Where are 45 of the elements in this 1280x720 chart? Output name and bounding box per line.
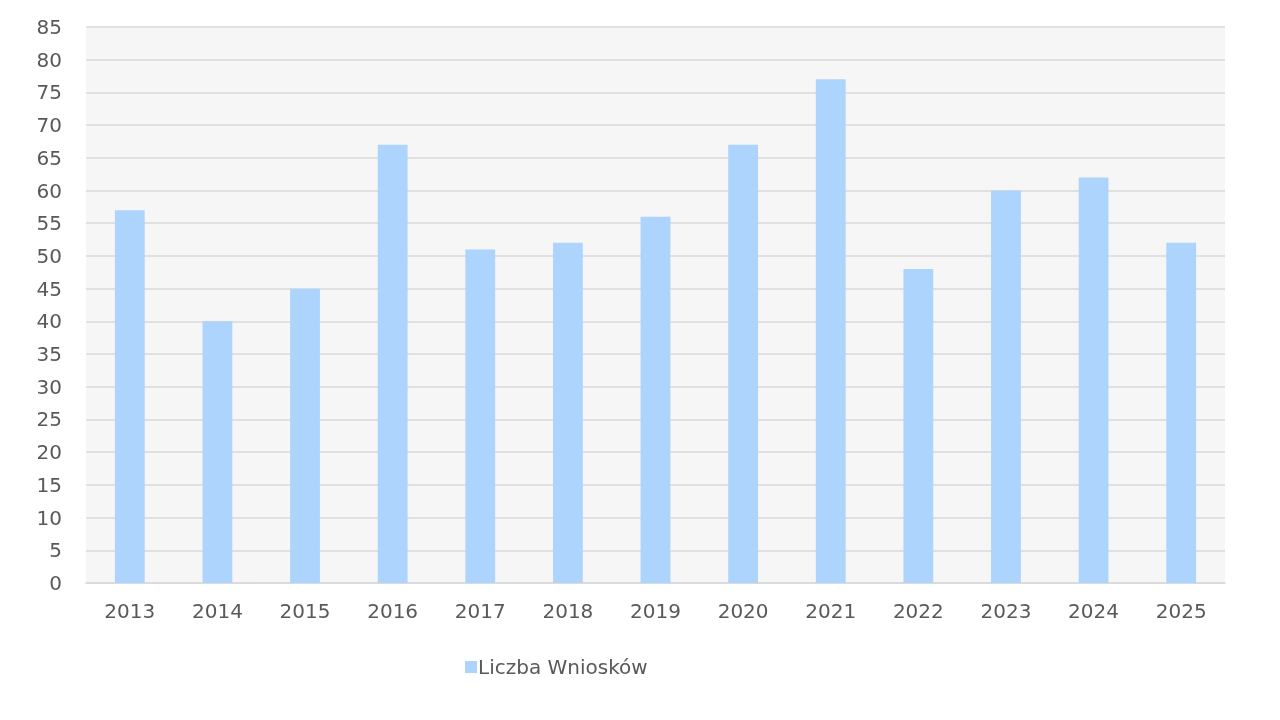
x-tick-label: 2025 bbox=[1155, 599, 1207, 623]
y-tick-label: 15 bbox=[36, 472, 62, 497]
y-tick-label: 20 bbox=[36, 440, 62, 465]
x-tick-label: 2024 bbox=[1068, 599, 1120, 623]
bar bbox=[114, 210, 145, 583]
legend-label: Liczba Wniosków bbox=[478, 655, 648, 679]
x-tick-label: 2023 bbox=[980, 599, 1032, 623]
x-tick-label: 2013 bbox=[104, 599, 156, 623]
x-tick-label: 2016 bbox=[367, 599, 419, 623]
y-tick-label: 5 bbox=[49, 538, 62, 563]
y-tick-label: 80 bbox=[36, 47, 62, 72]
y-tick-label: 25 bbox=[36, 407, 62, 432]
x-tick-label: 2015 bbox=[279, 599, 331, 623]
bar bbox=[1166, 242, 1197, 583]
bar bbox=[728, 144, 759, 583]
x-tick-label: 2014 bbox=[191, 599, 243, 623]
bar bbox=[903, 269, 934, 583]
y-tick-label: 30 bbox=[36, 374, 62, 399]
y-tick-label: 10 bbox=[36, 505, 62, 530]
y-tick-label: 85 bbox=[36, 15, 62, 39]
bar bbox=[290, 288, 320, 583]
x-tick-label: 2020 bbox=[717, 599, 769, 623]
y-tick-label: 65 bbox=[36, 145, 62, 170]
y-tick-label: 45 bbox=[36, 276, 62, 301]
bar bbox=[991, 190, 1021, 583]
y-tick-label: 0 bbox=[49, 571, 62, 595]
x-tick-label: 2017 bbox=[454, 599, 506, 623]
bar bbox=[552, 242, 583, 583]
bar bbox=[377, 144, 408, 583]
bar bbox=[202, 321, 233, 583]
y-tick-label: 70 bbox=[36, 113, 62, 138]
y-tick-label: 55 bbox=[36, 211, 62, 236]
y-tick-label: 35 bbox=[36, 342, 62, 367]
y-tick-label: 40 bbox=[36, 309, 62, 334]
bar bbox=[1078, 177, 1109, 583]
bar bbox=[815, 79, 846, 583]
x-tick-label: 2018 bbox=[542, 599, 594, 623]
bar bbox=[465, 249, 496, 583]
x-tick-label: 2021 bbox=[805, 599, 857, 623]
bar bbox=[640, 216, 671, 583]
x-tick-label: 2022 bbox=[892, 599, 944, 623]
y-tick-label: 60 bbox=[36, 178, 62, 203]
y-tick-label: 75 bbox=[36, 80, 62, 105]
x-tick-label: 2019 bbox=[630, 599, 681, 623]
y-tick-label: 50 bbox=[36, 243, 62, 268]
